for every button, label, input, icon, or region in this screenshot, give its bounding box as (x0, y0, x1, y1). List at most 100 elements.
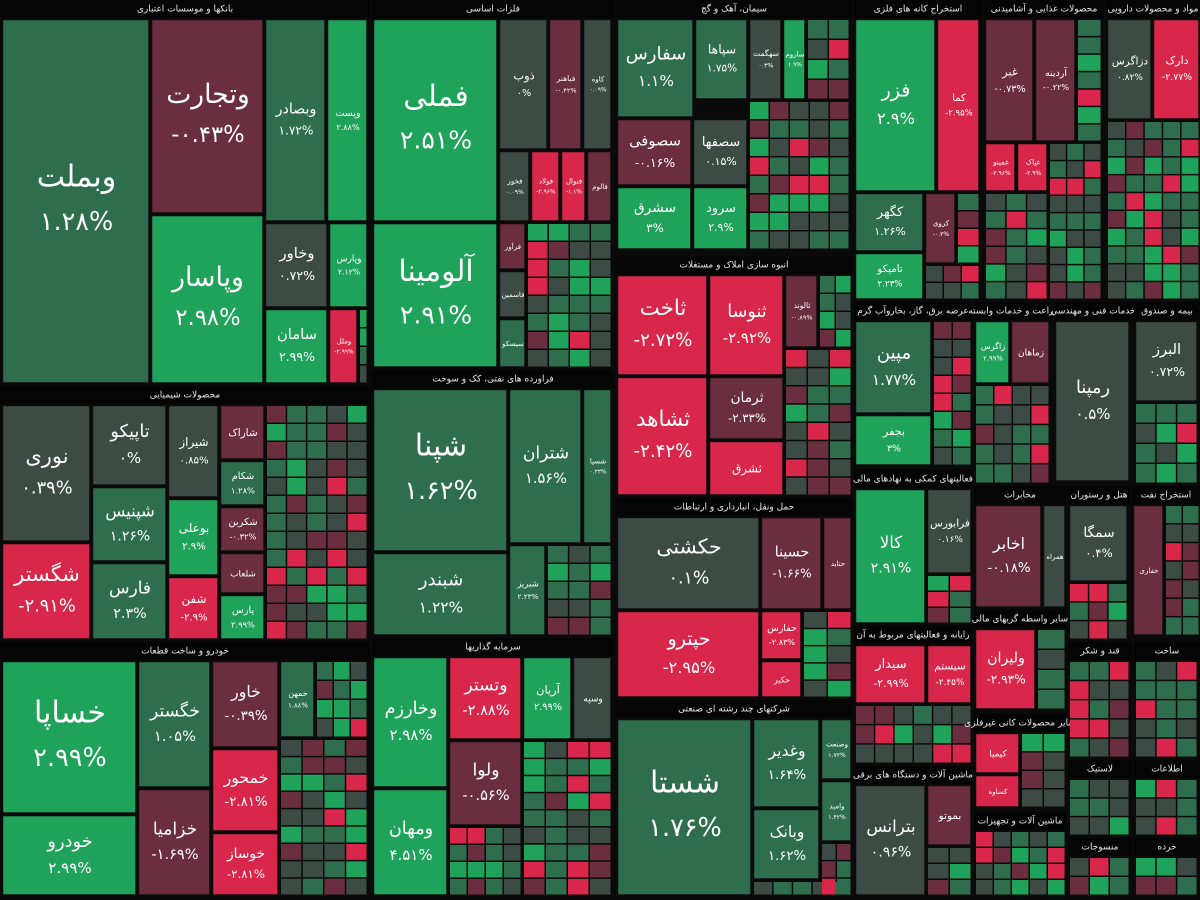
stock-tile[interactable] (709, 377, 783, 439)
stock-tile[interactable] (265, 19, 325, 221)
stock-tile[interactable] (1035, 19, 1075, 141)
stock-tile[interactable] (151, 215, 263, 383)
stock-tile[interactable] (92, 487, 166, 561)
stock-tile[interactable] (927, 785, 971, 845)
stock-tile[interactable] (168, 405, 218, 497)
stock-tile[interactable] (855, 489, 925, 623)
stock-tile[interactable] (138, 789, 210, 895)
stock-tile[interactable] (925, 193, 955, 263)
stock-tile[interactable] (509, 545, 545, 635)
stock-tile[interactable] (2, 815, 136, 895)
stock-tile[interactable] (855, 193, 923, 251)
stock-tile[interactable] (823, 517, 851, 609)
stock-tile[interactable] (373, 19, 497, 221)
stock-tile[interactable] (709, 441, 783, 495)
stock-tile[interactable] (927, 489, 971, 573)
stock-tile[interactable] (1107, 19, 1151, 119)
stock-tile[interactable] (499, 271, 525, 317)
stock-tile[interactable] (373, 553, 507, 635)
stock-tile[interactable] (212, 833, 278, 895)
stock-tile[interactable] (449, 741, 521, 825)
stock-tile[interactable] (499, 19, 547, 149)
stock-tile[interactable] (499, 151, 529, 221)
stock-tile[interactable] (92, 563, 166, 639)
stock-tile[interactable] (985, 143, 1015, 191)
stock-tile[interactable] (749, 19, 781, 99)
stock-tile[interactable] (583, 389, 611, 543)
stock-tile[interactable] (373, 389, 507, 551)
stock-tile[interactable] (265, 309, 327, 383)
stock-tile[interactable] (975, 321, 1009, 383)
stock-tile[interactable] (2, 543, 90, 639)
stock-tile[interactable] (693, 187, 747, 249)
stock-tile[interactable] (761, 517, 821, 609)
stock-tile[interactable] (693, 119, 747, 185)
stock-tile[interactable] (168, 499, 218, 575)
stock-tile[interactable] (821, 781, 851, 841)
stock-tile[interactable] (449, 657, 521, 739)
stock-tile[interactable] (499, 223, 525, 269)
stock-tile[interactable] (709, 275, 783, 375)
stock-tile[interactable] (531, 151, 559, 221)
stock-tile[interactable] (212, 749, 278, 831)
stock-tile[interactable] (761, 611, 801, 659)
stock-tile[interactable] (617, 719, 751, 895)
stock-tile[interactable] (587, 151, 611, 221)
stock-tile[interactable] (2, 19, 149, 383)
stock-tile[interactable] (1133, 505, 1163, 635)
stock-tile[interactable] (280, 661, 314, 737)
stock-tile[interactable] (499, 319, 525, 367)
stock-tile[interactable] (220, 405, 264, 459)
stock-tile[interactable] (373, 789, 447, 895)
stock-tile[interactable] (617, 187, 691, 249)
stock-tile[interactable] (329, 309, 357, 383)
stock-tile[interactable] (2, 661, 136, 813)
stock-tile[interactable] (753, 719, 819, 807)
stock-tile[interactable] (1055, 321, 1129, 481)
stock-tile[interactable] (975, 505, 1041, 607)
stock-tile[interactable] (549, 19, 581, 149)
stock-tile[interactable] (855, 645, 925, 703)
stock-tile[interactable] (373, 223, 497, 367)
stock-tile[interactable] (753, 809, 819, 879)
stock-tile[interactable] (138, 661, 210, 787)
stock-tile[interactable] (573, 657, 611, 739)
stock-tile[interactable] (2, 405, 90, 541)
stock-tile[interactable] (617, 517, 759, 609)
stock-tile[interactable] (855, 321, 931, 413)
stock-tile[interactable] (975, 629, 1035, 709)
stock-tile[interactable] (1069, 505, 1127, 581)
stock-tile[interactable] (1043, 505, 1065, 607)
stock-tile[interactable] (617, 119, 691, 185)
stock-tile[interactable] (1135, 321, 1197, 401)
stock-tile[interactable] (212, 661, 278, 747)
stock-tile[interactable] (975, 733, 1019, 773)
stock-tile[interactable] (329, 223, 367, 307)
stock-tile[interactable] (617, 19, 693, 117)
stock-tile[interactable] (220, 595, 264, 639)
stock-tile[interactable] (1017, 143, 1047, 191)
stock-tile[interactable] (927, 645, 971, 703)
stock-tile[interactable] (168, 577, 218, 639)
stock-tile[interactable] (855, 415, 931, 465)
stock-tile[interactable] (783, 19, 805, 99)
stock-tile[interactable] (855, 253, 923, 299)
stock-tile[interactable] (695, 19, 747, 99)
stock-tile[interactable] (821, 719, 851, 779)
stock-tile[interactable] (151, 19, 263, 213)
stock-tile[interactable] (761, 661, 801, 697)
stock-tile[interactable] (561, 151, 585, 221)
stock-tile[interactable] (855, 785, 925, 895)
stock-tile[interactable] (373, 657, 447, 787)
stock-tile[interactable] (265, 223, 327, 307)
stock-tile[interactable] (785, 275, 817, 347)
stock-tile[interactable] (937, 19, 979, 191)
stock-tile[interactable] (617, 377, 707, 495)
stock-tile[interactable] (509, 389, 581, 543)
stock-tile[interactable] (855, 19, 935, 191)
stock-tile[interactable] (583, 19, 611, 149)
stock-tile[interactable] (975, 775, 1019, 807)
stock-tile[interactable] (617, 611, 759, 697)
stock-tile[interactable] (1011, 321, 1049, 383)
stock-tile[interactable] (523, 657, 571, 739)
